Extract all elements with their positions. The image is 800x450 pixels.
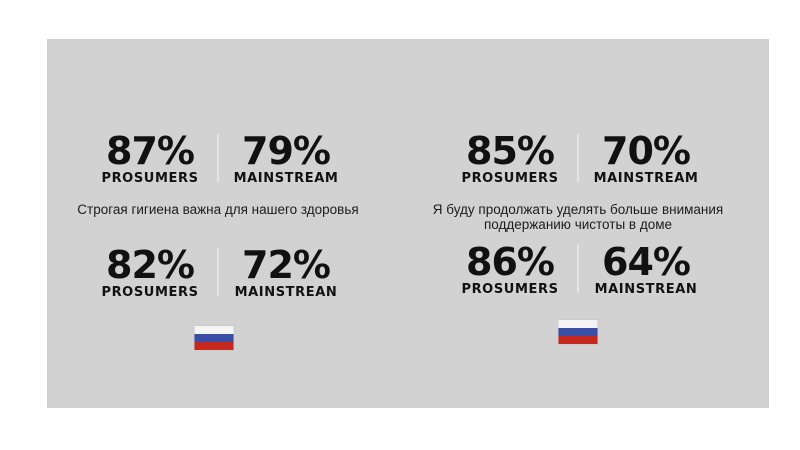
mainstream-value: 64% [602, 240, 691, 284]
russia-flag-icon [194, 326, 234, 350]
prosumers-value: 86% [466, 240, 555, 284]
vertical-divider [217, 134, 219, 182]
caption-line: поддержанию чистоты в доме [483, 217, 672, 232]
stat-group-hygiene: 87% PROSUMERS 79% MAINSTREAM Строгая гиг… [58, 39, 378, 408]
stats-card: 87% PROSUMERS 79% MAINSTREAM Строгая гиг… [47, 39, 769, 408]
vertical-divider [577, 245, 579, 293]
prosumers-stat: 85% PROSUMERS [449, 131, 571, 186]
flag-stripe-white [558, 320, 598, 328]
prosumers-value: 82% [106, 243, 195, 287]
mainstream-value: 70% [602, 129, 691, 173]
mainstream-label: MAINSTREAM [593, 171, 699, 186]
mainstream-stat: 79% MAINSTREAM [225, 131, 347, 186]
bottom-stat-row: 82% PROSUMERS 72% MAINSTREAN [58, 245, 378, 300]
caption-line: Строгая гигиена важна для нашего здоровь… [77, 202, 359, 217]
prosumers-label: PROSUMERS [461, 171, 559, 186]
mainstream-value: 72% [242, 243, 331, 287]
prosumers-label: PROSUMERS [461, 282, 559, 297]
statement-caption: Строгая гигиена важна для нашего здоровь… [60, 202, 376, 217]
mainstream-stat: 72% MAINSTREAN [225, 245, 347, 300]
vertical-divider [217, 248, 219, 296]
mainstream-stat: 64% MAINSTREAN [585, 242, 707, 297]
flag-stripe-blue [558, 328, 598, 336]
prosumers-stat: 82% PROSUMERS [89, 245, 211, 300]
top-stat-row: 87% PROSUMERS 79% MAINSTREAM [58, 131, 378, 186]
statement-caption: Я буду продолжать уделять больше внимани… [420, 202, 736, 232]
mainstream-label: MAINSTREAN [234, 285, 338, 300]
mainstream-stat: 70% MAINSTREAM [585, 131, 707, 186]
mainstream-label: MAINSTREAN [594, 282, 698, 297]
flag-stripe-red [194, 342, 234, 350]
russia-flag-icon [558, 320, 598, 344]
flag-stripe-blue [194, 334, 234, 342]
prosumers-label: PROSUMERS [101, 285, 199, 300]
flag-stripe-white [194, 326, 234, 334]
stat-group-cleanliness: 85% PROSUMERS 70% MAINSTREAM Я буду прод… [418, 39, 738, 408]
prosumers-value: 87% [106, 129, 195, 173]
prosumers-stat: 87% PROSUMERS [89, 131, 211, 186]
top-stat-row: 85% PROSUMERS 70% MAINSTREAM [418, 131, 738, 186]
mainstream-label: MAINSTREAM [233, 171, 339, 186]
mainstream-value: 79% [242, 129, 331, 173]
prosumers-label: PROSUMERS [101, 171, 199, 186]
prosumers-value: 85% [466, 129, 555, 173]
flag-stripe-red [558, 336, 598, 344]
prosumers-stat: 86% PROSUMERS [449, 242, 571, 297]
caption-line: Я буду продолжать уделять больше внимани… [432, 202, 724, 217]
vertical-divider [577, 134, 579, 182]
bottom-stat-row: 86% PROSUMERS 64% MAINSTREAN [418, 242, 738, 297]
